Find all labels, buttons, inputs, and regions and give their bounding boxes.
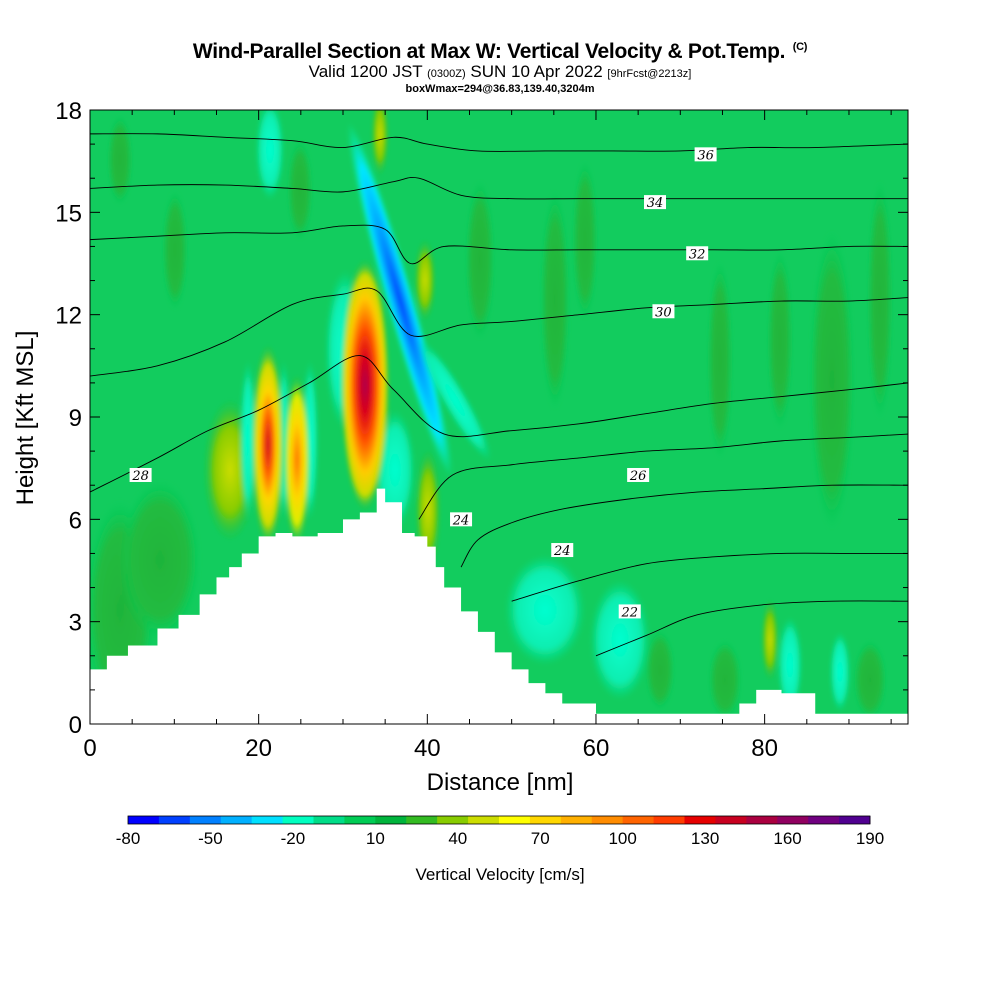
svg-text:32: 32 — [689, 247, 706, 262]
velocity-field — [90, 110, 908, 724]
y-axis-label: Height [Kft MSL] — [12, 331, 39, 506]
colorbar-swatch — [839, 816, 871, 824]
copyright-mark: (C) — [792, 41, 808, 53]
x-tick-label: 60 — [583, 735, 610, 762]
theta-contour-line — [511, 552, 908, 602]
theta-contour-label: 24 — [551, 543, 574, 559]
colorbar-swatch — [746, 816, 778, 824]
colorbar-swatch — [715, 816, 747, 824]
colorbar-tick-label: 100 — [608, 829, 636, 848]
y-tick-label: 3 — [69, 610, 82, 637]
colorbar-tick-label: 190 — [856, 829, 884, 848]
theta-contour-label: 24 — [450, 512, 473, 528]
svg-text:24: 24 — [452, 513, 470, 528]
theta-contour-label: 26 — [627, 467, 650, 484]
colorbar-tick-label: -80 — [116, 829, 141, 848]
theta-contours — [90, 133, 908, 657]
title-block: Wind-Parallel Section at Max W: Vertical… — [0, 36, 1000, 95]
theta-contour-label: 28 — [129, 467, 152, 484]
colorbar-tick-label: -20 — [281, 829, 306, 848]
colorbar-swatch — [189, 816, 222, 824]
colorbar-swatch — [468, 816, 500, 824]
colorbar-swatch — [622, 816, 655, 824]
colorbar-tick-label: 10 — [366, 829, 385, 848]
colorbar-tick-label: 130 — [691, 829, 719, 848]
colorbar-swatch — [375, 816, 407, 824]
y-tick-label: 18 — [55, 98, 82, 125]
svg-text:28: 28 — [131, 469, 149, 484]
colorbar-swatch — [808, 816, 840, 824]
theta-contour-line — [90, 224, 908, 265]
colorbar-swatch — [777, 816, 809, 824]
theta-contour-label: 32 — [686, 246, 709, 262]
colorbar-tick-label: 70 — [531, 829, 550, 848]
theta-contour-label: 30 — [652, 304, 675, 320]
colorbar-tick-label: 40 — [448, 829, 467, 848]
theta-contour-line — [90, 355, 908, 493]
colorbar-swatch — [591, 816, 624, 824]
colorbar-swatch — [560, 816, 593, 824]
theta-contour-line — [90, 177, 908, 200]
svg-text:34: 34 — [647, 196, 664, 211]
colorbar-label: Vertical Velocity [cm/s] — [415, 865, 584, 884]
theta-contour-line — [418, 433, 908, 520]
contour-labels: 22 24 24 26 28 30 32 34 36 — [129, 147, 717, 620]
colorbar-swatch — [653, 816, 685, 824]
svg-text:26: 26 — [629, 469, 647, 484]
x-axis: 0 20 40 60 80 — [83, 110, 892, 762]
updraft-core-middle — [284, 375, 310, 545]
x-axis-label: Distance [nm] — [427, 769, 574, 796]
colorbar-swatch — [344, 816, 376, 824]
x-tick-label: 0 — [83, 735, 96, 762]
theta-contour-label: 34 — [644, 195, 667, 211]
x-tick-label: 20 — [245, 735, 272, 762]
updraft-core-main — [341, 260, 389, 510]
svg-text:22: 22 — [620, 605, 638, 620]
y-tick-label: 12 — [55, 303, 82, 330]
colorbar-swatch — [282, 816, 314, 824]
updraft-core-west — [252, 345, 284, 545]
theta-contour-line — [90, 133, 908, 152]
x-tick-label: 40 — [414, 735, 441, 762]
terrain — [90, 488, 908, 724]
colorbar-tick-label: -50 — [198, 829, 223, 848]
y-tick-label: 6 — [69, 507, 82, 534]
theta-contour-line — [90, 287, 908, 377]
colorbar-swatch — [220, 816, 253, 824]
theta-contour-line — [595, 600, 908, 657]
colorbar-swatch — [251, 816, 284, 824]
svg-text:30: 30 — [655, 305, 672, 320]
chart-title: Wind-Parallel Section at Max W: Vertical… — [192, 40, 808, 63]
colorbar-swatch — [406, 816, 438, 824]
colorbar-swatch — [684, 816, 716, 824]
x-tick-label: 80 — [751, 735, 778, 762]
theta-contour-label: 36 — [694, 147, 717, 163]
theta-contour-line — [460, 484, 908, 568]
colorbar-swatch — [313, 816, 345, 824]
svg-text:36: 36 — [697, 148, 714, 163]
colorbar-swatch — [158, 816, 191, 824]
colorbar-swatch — [437, 816, 469, 824]
downdraft-core — [347, 122, 453, 478]
theta-contour-label: 22 — [618, 604, 641, 620]
y-tick-label: 9 — [69, 405, 82, 432]
y-tick-label: 0 — [69, 712, 82, 739]
colorbar-swatch — [128, 816, 160, 824]
box-info: boxWmax=294@36.83,139.40,3204m — [405, 83, 595, 95]
colorbar-swatch — [529, 816, 562, 824]
chart-subtitle: Valid 1200 JST (0300Z) SUN 10 Apr 2022 [… — [308, 62, 692, 81]
svg-text:24: 24 — [553, 544, 571, 559]
y-tick-label: 15 — [55, 200, 82, 227]
colorbar: -80 -50 -20 10 40 70 100 130 160 190 — [116, 815, 884, 848]
colorbar-tick-label: 160 — [773, 829, 801, 848]
colorbar-swatch — [499, 816, 531, 824]
